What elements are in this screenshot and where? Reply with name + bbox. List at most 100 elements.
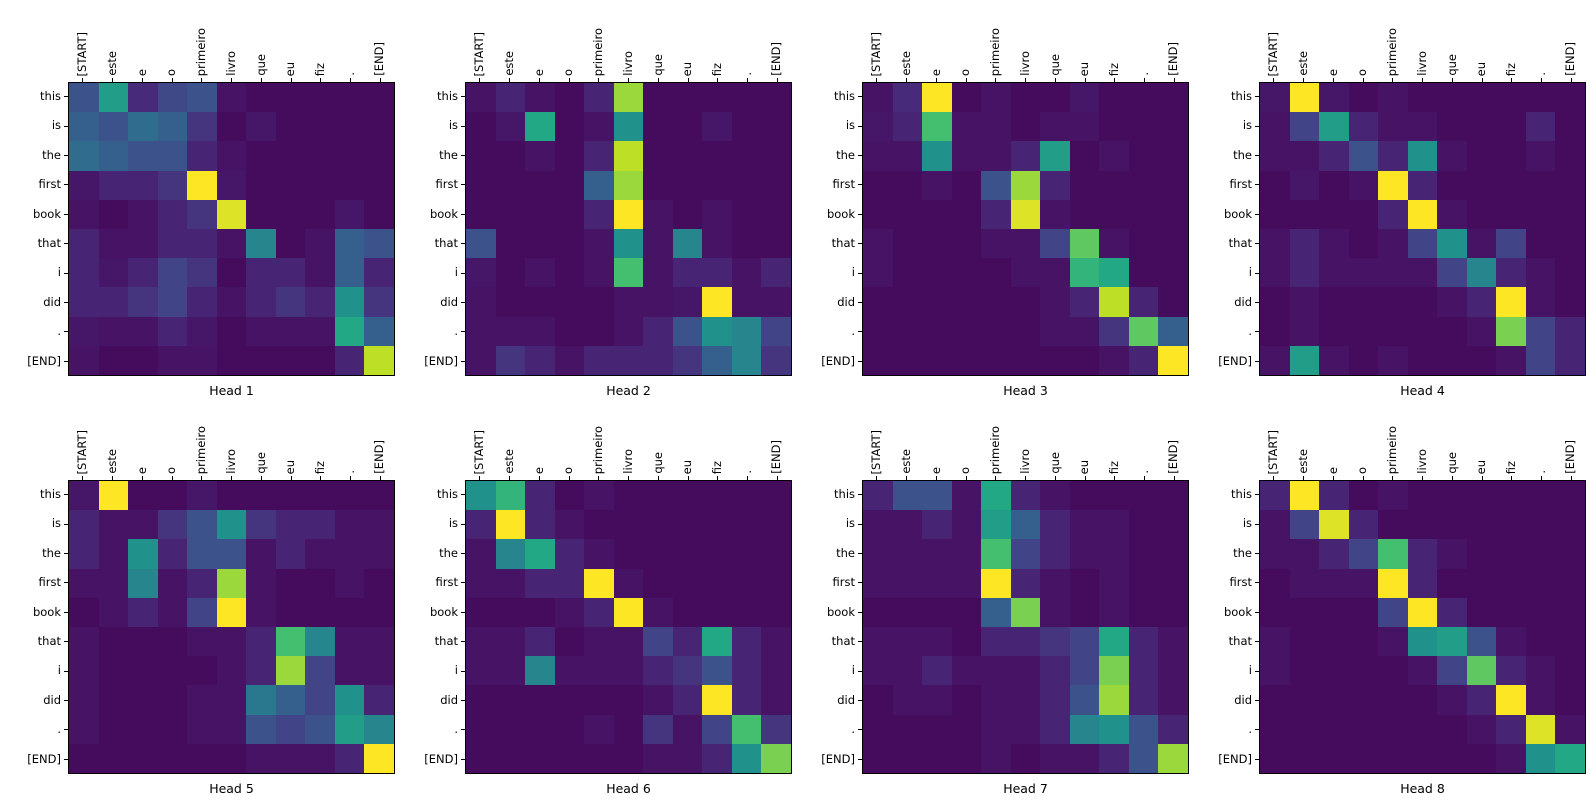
heatmap-cell [1069,539,1100,569]
y-tick-label: i [454,265,458,280]
heatmap-cell [525,510,555,540]
y-tick-label: book [32,604,61,619]
x-tick-mark [1332,476,1334,480]
heatmap-cell [584,229,614,259]
heatmap-cell [643,481,673,511]
heatmap-cell [981,481,1011,511]
heatmap-cell [1555,83,1585,113]
heatmap-cell [1437,199,1467,229]
y-tick-mark [1255,523,1259,525]
y-tick-mark [1255,302,1259,304]
heatmap-cell [495,743,526,773]
heatmap-cell [69,112,99,142]
heatmap-cell [334,685,365,715]
heatmap-cell [981,287,1011,317]
x-tick: primeiro [584,404,614,480]
x-tick-mark [320,476,322,480]
heatmap-cell [1158,258,1188,288]
heatmap-cell [554,510,585,540]
y-tick-mark [858,523,862,525]
heatmap-cell [1158,685,1188,715]
heatmap-cell [305,685,335,715]
heatmap-cell [1289,743,1320,773]
heatmap-cell [1158,112,1188,142]
heatmap-cell [672,743,703,773]
heatmap-cell [1069,685,1100,715]
heatmap-cell [554,199,585,229]
y-tick-label: book [32,206,61,221]
heatmap-cell [672,627,703,657]
x-tick-mark [965,476,967,480]
heatmap-cell [1010,287,1041,317]
heatmap-cell [554,170,585,200]
heatmap-cell [246,112,276,142]
y-tick-label: this [1231,486,1252,501]
heatmap-cell [1496,258,1526,288]
y-tick-mark [461,611,465,613]
x-tick-mark [1084,476,1086,480]
head-panel: [START] este e o primeiro livro que eu fiz. [END]… [1199,404,1586,798]
y-tick-label: [END] [1218,353,1252,368]
heatmap-cell [951,287,982,317]
heatmap-cell [981,316,1011,346]
heatmap-cell [892,597,923,627]
x-tick-label: este [501,449,516,474]
y-tick-label: . [57,324,61,339]
heatmap-cell [761,714,791,744]
heatmap-cell [981,141,1011,171]
y-tick-mark [461,494,465,496]
y-tick-label: book [1223,206,1252,221]
heatmap-cell [1378,510,1408,540]
heatmap-cell [1128,141,1159,171]
heatmap-cell [1319,258,1349,288]
x-tick-mark [509,78,511,82]
heatmap-cell [1040,597,1070,627]
heatmap-cell [157,685,188,715]
heatmap-cell [1378,656,1408,686]
heatmap-cell [216,345,247,375]
heatmap-cell [643,627,673,657]
heatmap-cell [305,510,335,540]
x-axis-tick-labels: [START] este e o primeiro livro que eu fiz. [END] [68,6,395,82]
heatmap-cell [1158,229,1188,259]
heatmap-cell [613,539,644,569]
heatmap-cell [1040,568,1070,598]
heatmap-cell [1525,229,1556,259]
heatmap-cell [731,141,762,171]
heatmap-cell [128,510,158,540]
y-axis-tick-labels: this is the first book that i did. [END] [405,82,465,376]
heatmap-cell [863,743,893,773]
x-tick-mark [1143,476,1145,480]
heatmap-cell [1407,568,1438,598]
heatmap-cell [275,568,306,598]
heatmap-cell [1378,714,1408,744]
heatmap-cell [981,597,1011,627]
heatmap-cell [364,627,394,657]
heatmap-cell [761,627,791,657]
heatmap-cell [1496,656,1526,686]
heatmap-cell [69,141,99,171]
y-tick-label: the [1233,147,1252,162]
heatmap-cell [863,112,893,142]
heatmap-cell [525,345,555,375]
heatmap-cell [1378,743,1408,773]
heatmap-cell [98,743,129,773]
heatmap-cell [1128,316,1159,346]
heatmap-cell [1407,714,1438,744]
heatmap-cell [525,287,555,317]
heatmap-cell [216,685,247,715]
x-tick-label: e [1325,466,1340,474]
x-tick-mark [112,476,114,480]
x-axis-tick-labels: [START] este e o primeiro livro que eu fiz. [END] [862,6,1189,82]
x-tick-label: o [561,466,576,474]
x-tick-label: primeiro [194,27,209,76]
y-tick-mark [461,670,465,672]
x-tick-mark [1332,78,1334,82]
x-tick-mark [1025,476,1027,480]
y-tick-label: did [43,692,61,707]
x-tick: este [98,6,128,82]
x-tick: e [127,404,157,480]
heatmap-cell [98,627,129,657]
y-tick-mark [64,213,68,215]
heatmap-cell [1289,510,1320,540]
